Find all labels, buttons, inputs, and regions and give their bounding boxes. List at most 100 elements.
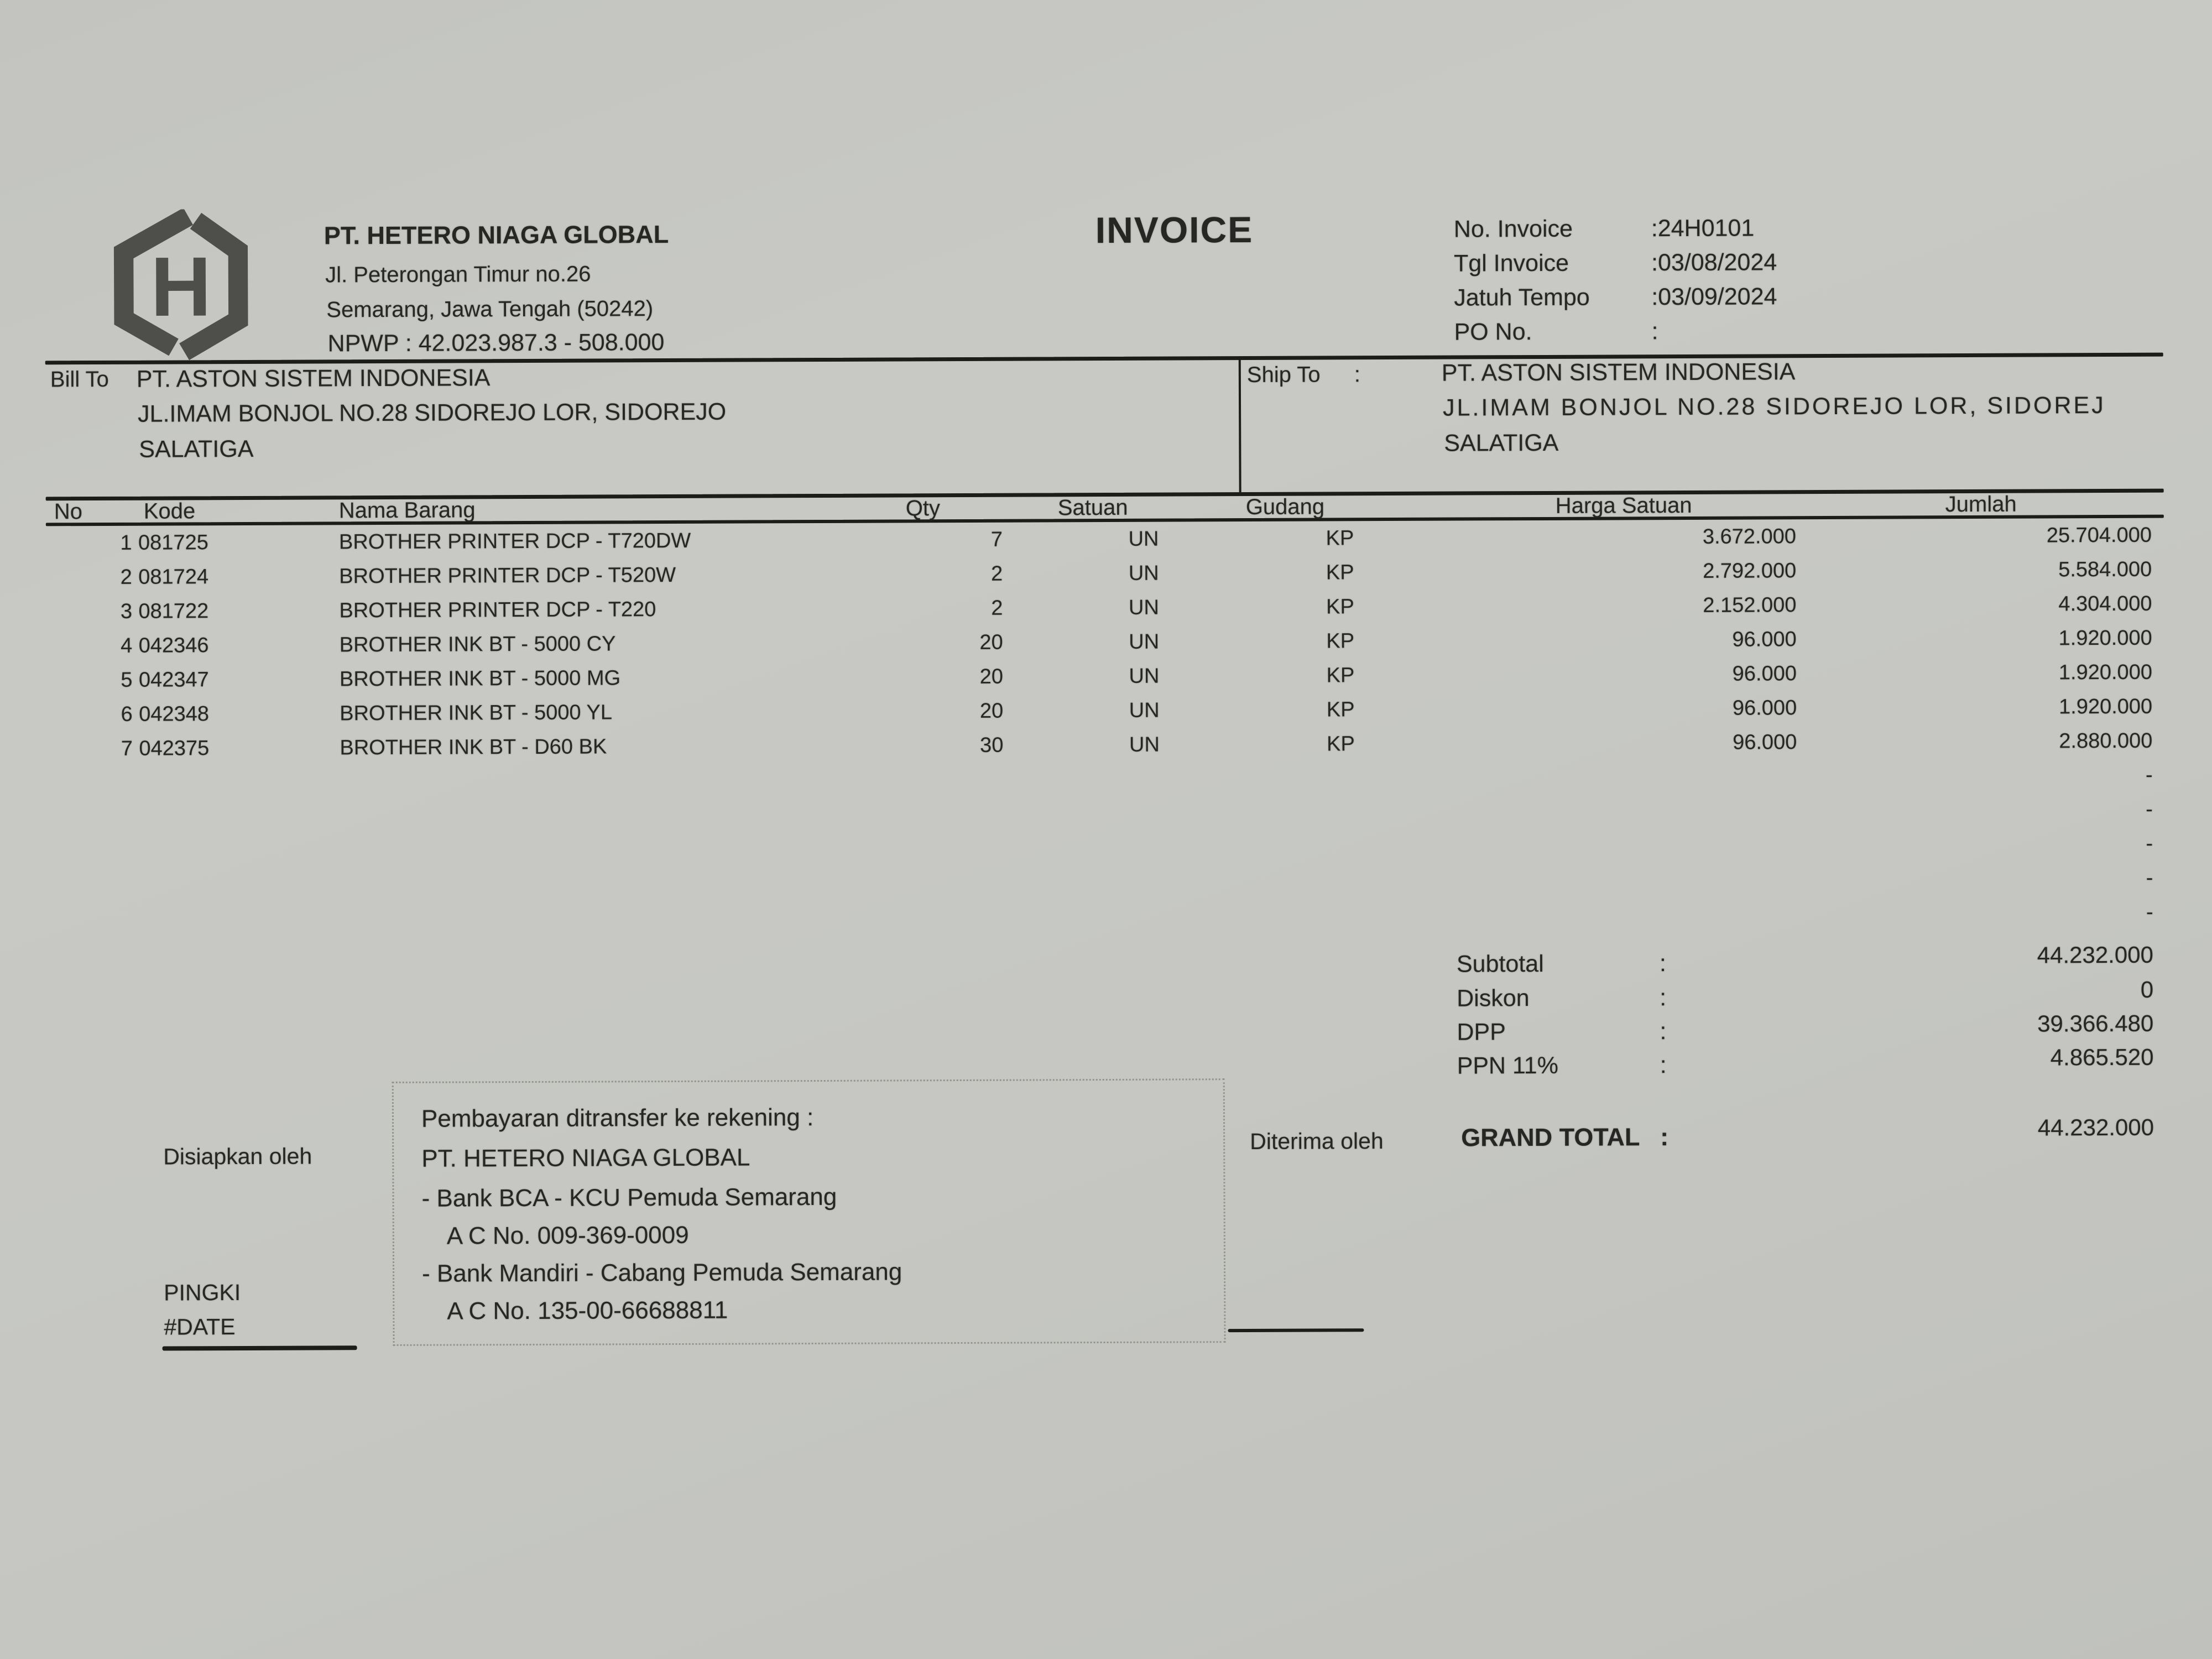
table-cell: 25.704.000 xyxy=(2046,523,2152,547)
ppn-label: PPN 11% xyxy=(1457,1052,1558,1079)
diskon-value: 0 xyxy=(2140,976,2154,1003)
col-header-satuan: Satuan xyxy=(1057,495,1128,520)
subtotal-colon: : xyxy=(1659,950,1666,977)
ship-to-label: Ship To xyxy=(1246,362,1321,388)
bill-to-label: Bill To xyxy=(50,367,109,392)
payment-bca-account-no: A C No. 009-369-0009 xyxy=(446,1221,689,1250)
meta-value-tgl-invoice: :03/08/2024 xyxy=(1651,249,1777,276)
table-cell: 20 xyxy=(979,699,1004,723)
seller-name: PT. HETERO NIAGA GLOBAL xyxy=(324,220,669,250)
ppn-value: 4.865.520 xyxy=(2050,1044,2154,1071)
col-header-nama-barang: Nama Barang xyxy=(338,498,476,523)
billto-shipto-divider-line xyxy=(1238,359,1241,493)
bill-to-address: JL.IMAM BONJOL NO.28 SIDOREJO LOR, SIDOR… xyxy=(138,398,727,427)
table-cell: 042375 xyxy=(139,737,210,760)
table-cell: 2 xyxy=(991,562,1003,586)
table-cell: 2 xyxy=(991,596,1003,620)
payment-info-box: Pembayaran ditransfer ke rekening : PT. … xyxy=(392,1078,1226,1346)
col-header-gudang: Gudang xyxy=(1245,494,1325,520)
table-cell: UN xyxy=(1128,527,1159,551)
prepared-by-signature-line xyxy=(162,1345,357,1351)
table-cell: 081724 xyxy=(138,565,209,589)
table-cell: KP xyxy=(1326,561,1354,585)
table-cell: 081725 xyxy=(138,531,208,555)
col-header-no: No xyxy=(54,499,83,524)
prepared-by-label: Disiapkan oleh xyxy=(163,1143,312,1170)
subtotal-value: 44.232.000 xyxy=(2037,941,2153,968)
diskon-colon: : xyxy=(1660,984,1667,1011)
table-cell: KP xyxy=(1326,595,1354,619)
bill-to-city: SALATIGA xyxy=(139,435,254,463)
meta-label-jatuh-tempo: Jatuh Tempo xyxy=(1454,284,1590,311)
meta-label-tgl-invoice: Tgl Invoice xyxy=(1453,249,1569,277)
empty-amount-dash: - xyxy=(2146,900,2153,924)
dpp-label: DPP xyxy=(1457,1019,1506,1046)
seller-address-line2: Semarang, Jawa Tengah (50242) xyxy=(326,296,654,322)
table-cell: 081722 xyxy=(138,599,209,623)
received-by-signature-line xyxy=(1228,1328,1364,1333)
received-by-label: Diterima oleh xyxy=(1250,1128,1384,1155)
seller-npwp: NPWP : 42.023.987.3 - 508.000 xyxy=(327,329,665,357)
table-cell: 5.584.000 xyxy=(2058,557,2152,582)
payment-bank-bca: - Bank BCA - KCU Pemuda Semarang xyxy=(421,1183,837,1212)
table-body: 1 081725 BROTHER PRINTER DCP - T720DW 7 UN KP… xyxy=(0,0,2209,924)
table-cell: 20 xyxy=(979,665,1004,688)
ship-to-city: SALATIGA xyxy=(1444,429,1559,457)
table-cell: KP xyxy=(1326,629,1355,653)
meta-value-no-invoice: :24H0101 xyxy=(1651,215,1755,242)
table-cell: 042348 xyxy=(139,702,210,726)
payment-account-name: PT. HETERO NIAGA GLOBAL xyxy=(421,1144,750,1172)
meta-label-no-invoice: No. Invoice xyxy=(1453,215,1573,243)
empty-amount-dash: - xyxy=(2146,832,2153,855)
table-cell: 20 xyxy=(979,630,1003,654)
subtotal-label: Subtotal xyxy=(1456,950,1544,978)
table-cell: UN xyxy=(1129,733,1160,757)
grand-total-value: 44.232.000 xyxy=(2037,1114,2154,1141)
table-cell: 96.000 xyxy=(1732,628,1797,651)
dpp-value: 39.366.480 xyxy=(2037,1010,2154,1037)
col-header-harga-satuan: Harga Satuan xyxy=(1555,493,1692,518)
table-cell: 1.920.000 xyxy=(2058,626,2152,650)
logo-letter: H xyxy=(150,240,212,334)
meta-value-po-no: : xyxy=(1651,318,1658,345)
table-cell: KP xyxy=(1326,526,1354,550)
empty-amount-dash: - xyxy=(2146,797,2153,821)
table-cell: 96.000 xyxy=(1733,731,1797,754)
col-header-kode: Kode xyxy=(143,499,196,524)
ship-to-name: PT. ASTON SISTEM INDONESIA xyxy=(1441,358,1796,387)
payment-bank-mandiri: - Bank Mandiri - Cabang Pemuda Semarang xyxy=(421,1258,902,1287)
dpp-colon: : xyxy=(1660,1018,1667,1045)
col-header-qty: Qty xyxy=(905,496,941,521)
table-cell: KP xyxy=(1326,698,1355,722)
table-cell: 042347 xyxy=(138,668,209,692)
payment-mandiri-account-no: A C No. 135-00-66688811 xyxy=(447,1296,728,1325)
table-cell: 7 xyxy=(990,528,1003,551)
table-cell: UN xyxy=(1129,664,1160,688)
payment-title: Pembayaran ditransfer ke rekening : xyxy=(421,1104,814,1133)
table-cell: 96.000 xyxy=(1732,662,1797,686)
table-cell: 2.880.000 xyxy=(2059,729,2153,753)
table-cell: UN xyxy=(1129,630,1160,654)
table-cell: KP xyxy=(1326,664,1355,687)
table-cell: 1.920.000 xyxy=(2059,695,2153,719)
grand-total-colon: : xyxy=(1660,1123,1669,1151)
table-cell: KP xyxy=(1326,732,1355,756)
ship-to-colon: : xyxy=(1354,362,1361,387)
empty-amount-dash: - xyxy=(2146,866,2153,890)
table-cell: UN xyxy=(1128,561,1159,585)
ship-to-address: JL.IMAM BONJOL NO.28 SIDOREJO LOR, SIDOR… xyxy=(1442,392,2106,421)
empty-amount-dash: - xyxy=(2145,763,2153,787)
invoice-title: INVOICE xyxy=(1095,208,1254,251)
bill-to-name: PT. ASTON SISTEM INDONESIA xyxy=(136,364,491,393)
prepared-by-date-placeholder: #DATE xyxy=(164,1314,236,1340)
col-header-jumlah: Jumlah xyxy=(1945,492,2017,517)
table-cell: 2.792.000 xyxy=(1703,559,1797,583)
seller-address-line1: Jl. Peterongan Timur no.26 xyxy=(325,262,591,288)
table-cell: 30 xyxy=(980,733,1004,757)
diskon-label: Diskon xyxy=(1457,985,1530,1012)
table-cell: UN xyxy=(1128,596,1159,619)
ppn-colon: : xyxy=(1660,1052,1667,1079)
table-cell: 1.920.000 xyxy=(2058,660,2153,685)
table-cell: UN xyxy=(1129,698,1160,722)
